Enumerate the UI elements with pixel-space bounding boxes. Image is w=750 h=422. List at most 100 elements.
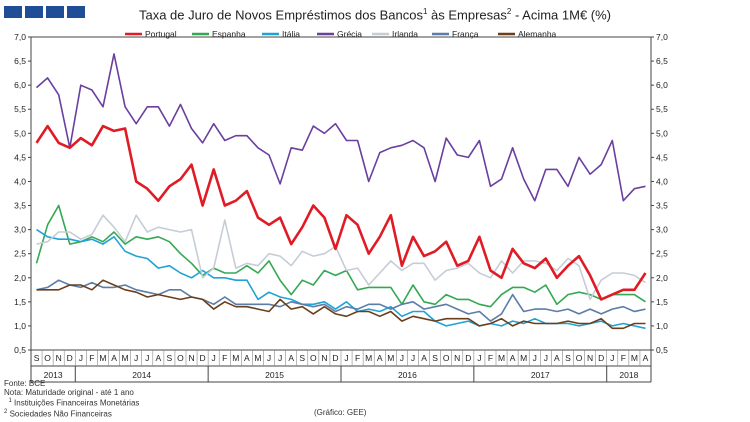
series-line-itália	[36, 228, 646, 330]
x-tick-label-month: J	[344, 353, 348, 363]
x-tick-label-month: S	[299, 353, 305, 363]
x-tick-label-month: J	[477, 353, 481, 363]
x-tick-label-month: D	[332, 353, 338, 363]
y-tick-label-left: 3,0	[14, 225, 26, 235]
x-tick-label-year: 2018	[619, 370, 638, 380]
y-tick-label-left: 1,0	[14, 321, 26, 331]
x-tick-label-month: S	[167, 353, 173, 363]
y-tick-label-right: 2,0	[656, 273, 668, 283]
y-tick-label-left: 0,5	[14, 345, 26, 355]
y-tick-label-right: 0,5	[656, 345, 668, 355]
footnote-1: 1 Instituições Financeiras Monetárias	[4, 397, 139, 408]
x-tick-label-month: S	[432, 353, 438, 363]
x-tick-label-month: N	[454, 353, 460, 363]
legend-label-grécia: Grécia	[337, 29, 362, 39]
y-tick-label-left: 3,5	[14, 201, 26, 211]
x-tick-label-month: A	[244, 353, 250, 363]
x-tick-label-month: A	[111, 353, 117, 363]
legend-label-frança: França	[452, 29, 479, 39]
x-tick-label-month: A	[155, 353, 161, 363]
legend-label-alemanha: Alemanha	[518, 29, 557, 39]
series-line-portugal	[35, 124, 647, 301]
x-tick-label-month: J	[411, 353, 415, 363]
x-tick-label-month: J	[544, 353, 548, 363]
series-line-grécia	[35, 53, 646, 202]
header-square	[25, 6, 43, 18]
title-mid: às Empresas	[427, 7, 507, 23]
y-tick-label-right: 6,5	[656, 56, 668, 66]
x-tick-label-month: F	[355, 353, 360, 363]
y-tick-label-right: 7,0	[656, 32, 668, 42]
y-tick-label-right: 1,0	[656, 321, 668, 331]
x-tick-label-month: S	[565, 353, 571, 363]
title-end: - Acima 1M€ (%)	[511, 7, 612, 23]
footnote-1-text: Instituições Financeiras Monetárias	[11, 398, 140, 408]
y-tick-label-left: 6,0	[14, 80, 26, 90]
source-note: Fonte: BCE	[4, 379, 46, 388]
x-tick-label-month: O	[177, 353, 184, 363]
y-tick-label-left: 2,0	[14, 273, 26, 283]
x-tick-label-month: F	[488, 353, 493, 363]
series-line-frança	[36, 279, 646, 322]
y-tick-label-left: 5,0	[14, 128, 26, 138]
x-tick-label-month: A	[554, 353, 560, 363]
y-tick-label-left: 5,5	[14, 104, 26, 114]
x-tick-label-month: J	[134, 353, 138, 363]
y-tick-label-left: 2,5	[14, 249, 26, 259]
x-tick-label-month: M	[387, 353, 394, 363]
y-tick-label-right: 5,0	[656, 128, 668, 138]
x-tick-label-month: M	[520, 353, 527, 363]
x-tick-label-month: M	[232, 353, 239, 363]
x-tick-label-month: M	[631, 353, 638, 363]
header-square	[46, 6, 64, 18]
chart-title: Taxa de Juro de Novos Empréstimos dos Ba…	[0, 7, 750, 22]
legend-label-itália: Itália	[282, 29, 300, 39]
y-tick-label-left: 1,5	[14, 297, 26, 307]
x-tick-label-month: J	[533, 353, 537, 363]
x-tick-label-month: D	[67, 353, 73, 363]
x-tick-label-year: 2015	[265, 370, 284, 380]
x-tick-label-month: N	[587, 353, 593, 363]
x-tick-label-month: M	[99, 353, 106, 363]
header-square	[4, 6, 22, 18]
x-tick-label-month: N	[56, 353, 62, 363]
x-tick-label-month: D	[200, 353, 206, 363]
y-tick-label-right: 2,5	[656, 249, 668, 259]
series-line-alemanha	[36, 279, 646, 330]
x-tick-label-month: M	[498, 353, 505, 363]
y-tick-label-left: 7,0	[14, 32, 26, 42]
x-tick-label-month: J	[400, 353, 404, 363]
title-main: Taxa de Juro de Novos Empréstimos dos Ba…	[138, 7, 423, 23]
title-sup2: 2	[506, 7, 512, 16]
x-tick-label-year: 2016	[398, 370, 417, 380]
x-tick-label-month: J	[267, 353, 271, 363]
footnote-2: 2 Sociedades Não Financeiras	[4, 408, 139, 419]
y-tick-label-left: 6,5	[14, 56, 26, 66]
y-tick-label-right: 3,5	[656, 201, 668, 211]
x-tick-label-month: F	[621, 353, 626, 363]
x-tick-label-year: 2017	[531, 370, 550, 380]
y-tick-label-right: 4,5	[656, 152, 668, 162]
x-tick-label-month: O	[310, 353, 317, 363]
x-tick-label-year: 2013	[44, 370, 63, 380]
x-tick-label-month: S	[34, 353, 40, 363]
y-tick-label-right: 3,0	[656, 225, 668, 235]
x-tick-label-month: J	[212, 353, 216, 363]
y-tick-label-right: 1,5	[656, 297, 668, 307]
x-tick-label-month: J	[278, 353, 282, 363]
x-tick-label-month: O	[443, 353, 450, 363]
x-tick-label-month: A	[510, 353, 516, 363]
x-tick-label-month: J	[145, 353, 149, 363]
footnote-2-text: Sociedades Não Financeiras	[7, 410, 112, 420]
x-tick-label-month: D	[465, 353, 471, 363]
legend-label-irlanda: Irlanda	[392, 29, 418, 39]
x-tick-label-month: M	[365, 353, 372, 363]
x-tick-label-month: N	[188, 353, 194, 363]
legend-label-portugal: Portugal	[145, 29, 177, 39]
x-tick-label-month: M	[122, 353, 129, 363]
x-tick-label-month: A	[288, 353, 294, 363]
footnote-1-number: 1	[8, 398, 12, 405]
header-square	[67, 6, 85, 18]
footnote-2-number: 2	[4, 409, 8, 416]
